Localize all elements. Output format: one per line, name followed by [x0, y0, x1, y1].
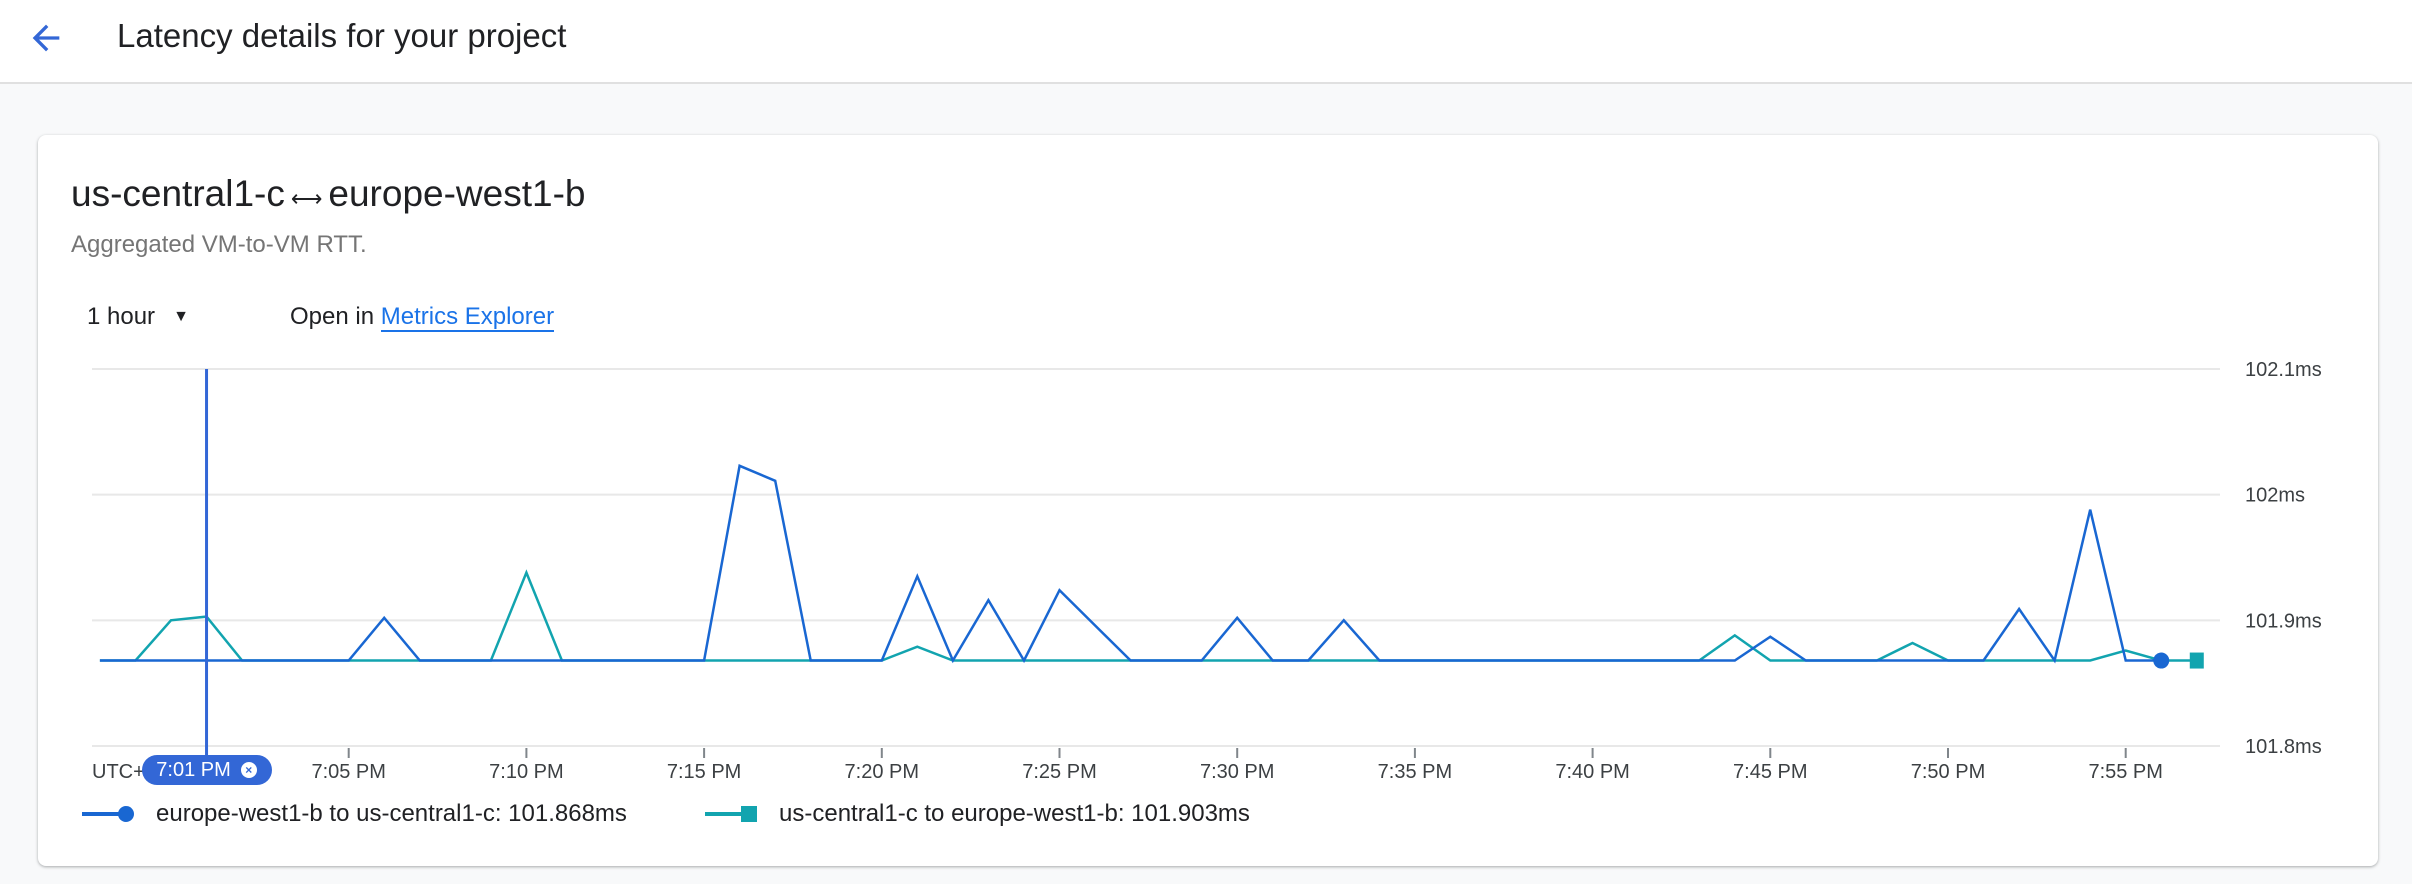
x-tick-label: 7:35 PM — [1378, 761, 1452, 783]
series-2-value: 101.903ms — [1131, 800, 1250, 827]
close-icon[interactable]: × — [240, 762, 257, 778]
series-1-swatch — [82, 804, 142, 824]
x-tick-label: 7:50 PM — [1911, 761, 1985, 783]
x-tick-label: 7:55 PM — [2088, 761, 2162, 783]
timezone-label: UTC+ — [92, 761, 145, 783]
time-range-label: 1 hour — [87, 303, 156, 330]
x-tick-label: 7:45 PM — [1733, 761, 1807, 783]
y-tick-label: 101.8ms — [2245, 736, 2322, 758]
latency-card: us-central1-c ⟷ europe-west1-b Aggregated … — [38, 135, 2378, 866]
series-2-swatch — [705, 804, 765, 824]
legend-item-series-2[interactable]: us-central1-c to europe-west1-b: 101.903… — [705, 800, 1250, 828]
card-title: us-central1-c ⟷ europe-west1-b — [71, 173, 586, 215]
colon: : — [494, 800, 509, 827]
back-button[interactable] — [26, 18, 66, 58]
y-tick-label: 101.9ms — [2245, 610, 2322, 632]
x-tick-label: 7:25 PM — [1022, 761, 1096, 783]
caret-down-icon: ▼ — [173, 308, 189, 325]
x-tick-label: 7:40 PM — [1555, 761, 1629, 783]
series-2-name: us-central1-c to europe-west1-b — [779, 800, 1118, 827]
y-tick-label: 102.1ms — [2245, 359, 2322, 381]
x-tick-label: 7:05 PM — [311, 761, 385, 783]
bidirectional-arrow-icon: ⟷ — [290, 186, 323, 211]
page-header: Latency details for your project — [0, 0, 2412, 84]
open-in-label: Open in — [290, 303, 375, 330]
time-range-dropdown[interactable]: 1 hour ▼ — [87, 303, 189, 331]
cursor-time-label: 7:01 PM — [156, 758, 231, 781]
series-1-name: europe-west1-b to us-central1-c — [156, 800, 495, 827]
legend-item-series-1[interactable]: europe-west1-b to us-central1-c: 101.868… — [82, 800, 627, 828]
series-1-end-marker — [2153, 652, 2170, 669]
x-tick-label: 7:15 PM — [667, 761, 741, 783]
series-2-end-marker — [2189, 652, 2204, 669]
x-tick-label: 7:10 PM — [489, 761, 563, 783]
metrics-explorer-link[interactable]: Metrics Explorer — [380, 303, 555, 332]
series-1-value: 101.868ms — [508, 800, 627, 827]
page-title: Latency details for your project — [117, 17, 567, 54]
cursor-time-chip[interactable]: 7:01 PM × — [141, 755, 272, 785]
y-tick-label: 102ms — [2245, 485, 2305, 507]
colon: : — [1117, 800, 1132, 827]
x-tick-label: 7:30 PM — [1200, 761, 1274, 783]
series-line-2 — [99, 569, 2197, 662]
arrow-back-icon — [32, 24, 60, 52]
zone-a: us-central1-c — [71, 173, 285, 214]
card-subtitle: Aggregated VM-to-VM RTT. — [71, 231, 367, 258]
zone-b: europe-west1-b — [328, 173, 586, 214]
x-tick-label: 7:20 PM — [845, 761, 919, 783]
series-line-1 — [99, 464, 2162, 664]
open-in-text: Open in Metrics Explorer — [290, 303, 555, 332]
